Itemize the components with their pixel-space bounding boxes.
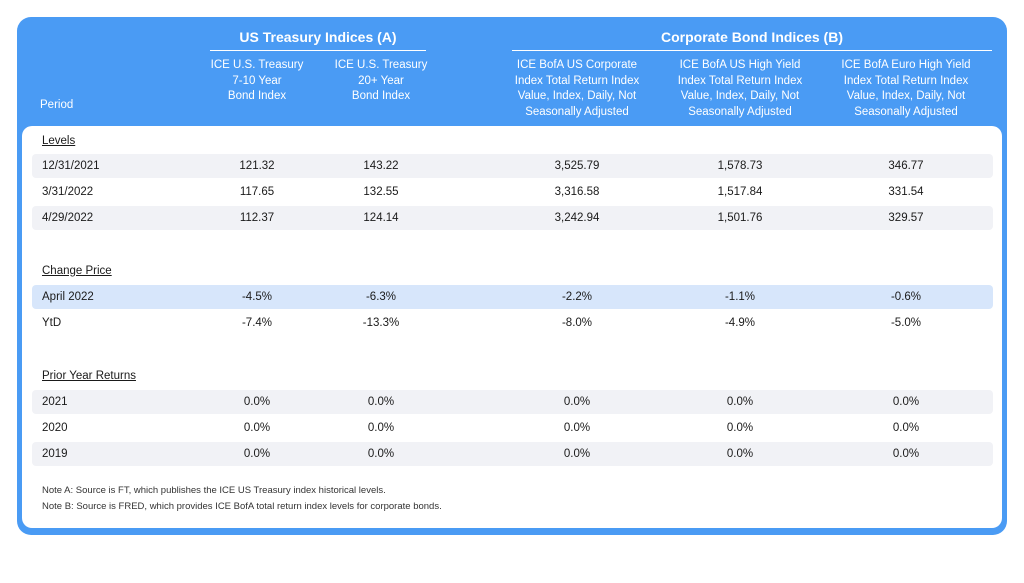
table-cell: 0.0% [563,422,591,434]
column-header-line: Value, Index, Daily, Not [517,90,637,102]
column-header-line: ICE U.S. Treasury [334,59,428,71]
table-cell: -4.9% [724,317,756,329]
column-header-line: Index Total Return Index [514,74,640,87]
table-cell: 0.0% [243,396,271,408]
column-header-line: Seasonally Adjusted [854,105,958,118]
table-cell: 0.0% [726,422,754,434]
column-header-line: Index Total Return Index [677,74,803,87]
column-header-4: ICE BofA US High Yield Index Total Return… [655,58,825,120]
row-label: 3/31/2022 [42,186,94,198]
table-cell: 121.32 [239,160,275,172]
table-cell: -1.1% [724,291,756,303]
column-header-line: Value, Index, Daily, Not [680,90,800,102]
section-title: Change Price [42,265,112,277]
group-underline-treasury [210,50,426,51]
column-header-line: Index Total Return Index [843,74,969,87]
table-cell: 0.0% [726,448,754,460]
column-header-line: ICE BofA US High Yield [679,59,801,71]
table-cell: 1,501.76 [717,212,763,224]
period-header: Period [40,99,74,111]
table-cell: 331.54 [888,186,924,198]
table-cell: 3,242.94 [554,212,600,224]
column-header-line: 7-10 Year [232,74,282,87]
table-cell: 143.22 [363,160,399,172]
group-underline-corporate [512,50,992,51]
table-cell: 132.55 [363,186,399,198]
row-label: YtD [42,317,62,329]
table-row: 2021 0.0% 0.0% 0.0% 0.0% 0.0% [32,390,993,414]
column-header-5: ICE BofA Euro High Yield Index Total Retu… [821,58,991,120]
row-label: 2020 [42,422,68,434]
column-header-line: ICE U.S. Treasury [210,59,304,71]
table-cell: 3,316.58 [554,186,600,198]
column-header-1: ICE U.S. Treasury 7-10 Year Bond Index [172,58,342,105]
column-header-line: 20+ Year [358,74,404,87]
column-header-line: Value, Index, Daily, Not [846,90,966,102]
table-row: 2019 0.0% 0.0% 0.0% 0.0% 0.0% [32,442,993,466]
table-cell: 346.77 [888,160,924,172]
column-header-line: Bond Index [351,90,411,102]
table-cell: 0.0% [243,422,271,434]
column-header-line: ICE BofA US Corporate [516,59,638,71]
table-cell: -0.6% [890,291,922,303]
table-cell: -8.0% [561,317,593,329]
table-row: 2020 0.0% 0.0% 0.0% 0.0% 0.0% [32,416,993,440]
table-cell: 1,517.84 [717,186,763,198]
row-label: 12/31/2021 [42,160,100,172]
table-cell: 0.0% [243,448,271,460]
row-label: April 2022 [42,291,94,303]
section-title: Levels [42,135,76,147]
table-row: 12/31/2021 121.32 143.22 3,525.79 1,578.73 34… [32,154,993,178]
table-cell: 0.0% [892,422,920,434]
table-cell: -6.3% [365,291,397,303]
column-header-3: ICE BofA US Corporate Index Total Return … [492,58,662,120]
table-cell: 0.0% [892,448,920,460]
column-header-line: Bond Index [227,90,287,102]
row-label: 2019 [42,448,68,460]
group-header-corporate: Corporate Bond Indices (B) [660,29,843,45]
table-cell: 0.0% [892,396,920,408]
table-cell: 1,578.73 [717,160,763,172]
footnote: Note B: Source is FRED, which provides I… [42,501,442,512]
table-row: April 2022 -4.5% -6.3% -2.2% -1.1% -0.6% [32,285,993,309]
group-header-treasury: US Treasury Indices (A) [239,29,397,45]
table-cell: 117.65 [239,186,275,198]
table-cell: -5.0% [890,317,922,329]
table-row: 4/29/2022 112.37 124.14 3,242.94 1,501.76 329… [32,206,993,230]
table-cell: 124.14 [363,212,399,224]
column-header-line: Seasonally Adjusted [688,105,792,118]
table-row: YtD -7.4% -13.3% -8.0% -4.9% -5.0% [32,311,993,335]
row-label: 4/29/2022 [42,212,94,224]
footnote: Note A: Source is FT, which publishes th… [42,485,386,496]
table-cell: 0.0% [563,396,591,408]
table-cell: 3,525.79 [554,160,600,172]
table-cell: 0.0% [563,448,591,460]
table-cell: 0.0% [367,396,395,408]
table-cell: -2.2% [561,291,593,303]
table-cell: 0.0% [367,448,395,460]
table-cell: 0.0% [726,396,754,408]
column-header-2: ICE U.S. Treasury 20+ Year Bond Index [296,58,466,105]
table-cell: 0.0% [367,422,395,434]
row-label: 2021 [42,396,68,408]
table-cell: -4.5% [241,291,273,303]
table-cell: -7.4% [241,317,273,329]
table-cell: -13.3% [362,317,400,329]
table-row: 3/31/2022 117.65 132.55 3,316.58 1,517.84 331… [32,180,993,204]
table-cell: 112.37 [239,212,275,224]
column-header-line: Seasonally Adjusted [525,105,629,118]
column-header-line: ICE BofA Euro High Yield [841,59,971,71]
section-title: Prior Year Returns [42,370,136,382]
table-cell: 329.57 [888,212,924,224]
